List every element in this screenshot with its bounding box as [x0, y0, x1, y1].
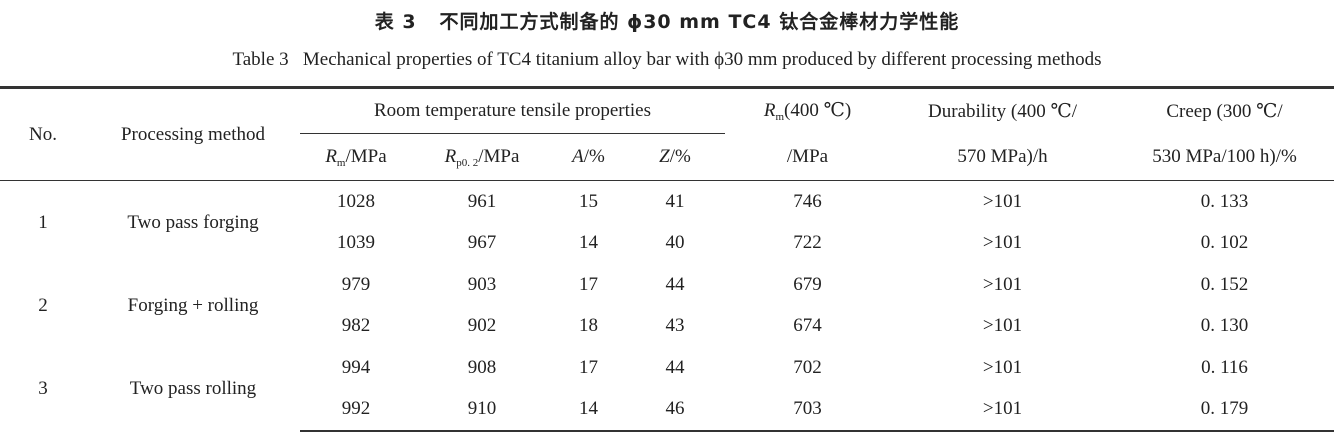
cell-rp02: 908 [467, 356, 497, 378]
header-a: A/% [552, 133, 625, 181]
table-row: 3 Two pass rolling 994 908 17 44 702 >101 0. 116 [0, 347, 1334, 399]
cell-rm400: 746 [793, 190, 822, 212]
cell-a: 18 [579, 315, 598, 337]
table-row: 1039 967 14 40 722 >101 0. 102 [0, 223, 1334, 265]
cell-rm: 992 [300, 388, 412, 432]
cell-creep: 0. 130 [1200, 315, 1249, 337]
table-row: 1 Two pass forging 1028 961 15 41 746 >101 0. 13… [0, 181, 1334, 233]
header-durability-line1: Durability (400 ℃/ [890, 86, 1115, 134]
cell-rm400: 679 [793, 273, 822, 295]
cell-rm: 1039 [337, 232, 375, 254]
cell-durability: >101 [982, 315, 1023, 337]
table-row: 992 910 14 46 703 >101 0. 179 [0, 388, 1334, 432]
cell-z: 44 [665, 356, 685, 378]
table-title-chinese-text: 表 3 不同加工方式制备的 ϕ30 mm TC4 钛合金棒材力学性能 [374, 11, 960, 33]
cell-durability: >101 [982, 232, 1023, 254]
header-no: No. [0, 86, 86, 181]
cell-processing-method: Two pass forging [127, 211, 259, 233]
cell-rm400: 722 [793, 232, 822, 254]
cell-rm400: 703 [725, 388, 890, 432]
cell-no: 3 [38, 378, 48, 399]
cell-creep: 0. 152 [1200, 273, 1249, 295]
cell-a: 17 [579, 356, 598, 378]
cell-no: 1 [38, 211, 48, 233]
table-body: 1 Two pass forging 1028 961 15 41 746 >101 0. 13… [0, 181, 1334, 432]
header-rm400-line1: Rm(400 ℃) [725, 86, 890, 134]
cell-creep: 0. 133 [1200, 190, 1249, 212]
cell-rp02: 910 [412, 388, 552, 432]
table-row: 982 902 18 43 674 >101 0. 130 [0, 306, 1334, 348]
cell-rm: 982 [341, 315, 371, 337]
cell-creep: 0. 102 [1200, 232, 1249, 254]
cell-z: 41 [665, 190, 685, 212]
cell-rm: 1028 [337, 190, 375, 212]
cell-processing-method: Two pass rolling [129, 378, 257, 399]
header-creep-line1: Creep (300 ℃/ [1115, 86, 1334, 134]
header-durability-line2: 570 MPa)/h [890, 133, 1115, 181]
header-room-temp-tensile: Room temperature tensile properties [300, 86, 725, 134]
cell-rp02: 961 [467, 190, 497, 212]
cell-processing-method: Forging + rolling [127, 294, 259, 316]
header-z: Z/% [625, 133, 725, 181]
cell-durability: >101 [982, 273, 1023, 295]
cell-z: 46 [625, 388, 725, 432]
cell-creep: 0. 116 [1201, 356, 1248, 378]
cell-rp02: 967 [467, 232, 497, 254]
header-creep-line2: 530 MPa/100 h)/% [1115, 133, 1334, 181]
cell-rm: 979 [341, 273, 371, 295]
cell-a: 14 [579, 232, 598, 254]
cell-rm400: 702 [793, 356, 822, 378]
cell-z: 40 [665, 232, 685, 254]
cell-durability: >101 [982, 190, 1023, 212]
table-row: 2 Forging + rolling 979 903 17 44 679 >101 0. 15… [0, 264, 1334, 316]
cell-durability: >101 [890, 388, 1115, 432]
header-rm: Rm/MPa [300, 133, 412, 181]
table-title-chinese: 表 3 不同加工方式制备的 ϕ30 mm TC4 钛合金棒材力学性能 [0, 10, 1334, 34]
cell-durability: >101 [982, 356, 1023, 378]
header-rm400-line2: /MPa [725, 133, 890, 181]
header-rp02: Rp0. 2/MPa [412, 133, 552, 181]
cell-a: 17 [579, 273, 598, 295]
cell-a: 15 [579, 190, 598, 212]
cell-rp02: 902 [467, 315, 497, 337]
cell-rm400: 674 [793, 315, 822, 337]
header-processing-method: Processing method [86, 86, 300, 181]
cell-no: 2 [38, 294, 48, 316]
cell-z: 44 [665, 273, 685, 295]
cell-creep: 0. 179 [1115, 388, 1334, 432]
cell-z: 43 [665, 315, 685, 337]
cell-rp02: 903 [467, 273, 497, 295]
cell-rm: 994 [341, 356, 371, 378]
mechanical-properties-table: No. Processing method Room temperature t… [0, 86, 1334, 432]
table-title-english-text: Table 3 Mechanical properties of TC4 tit… [232, 49, 1102, 70]
table-title-english: Table 3 Mechanical properties of TC4 tit… [0, 48, 1334, 72]
cell-a: 14 [552, 388, 625, 432]
